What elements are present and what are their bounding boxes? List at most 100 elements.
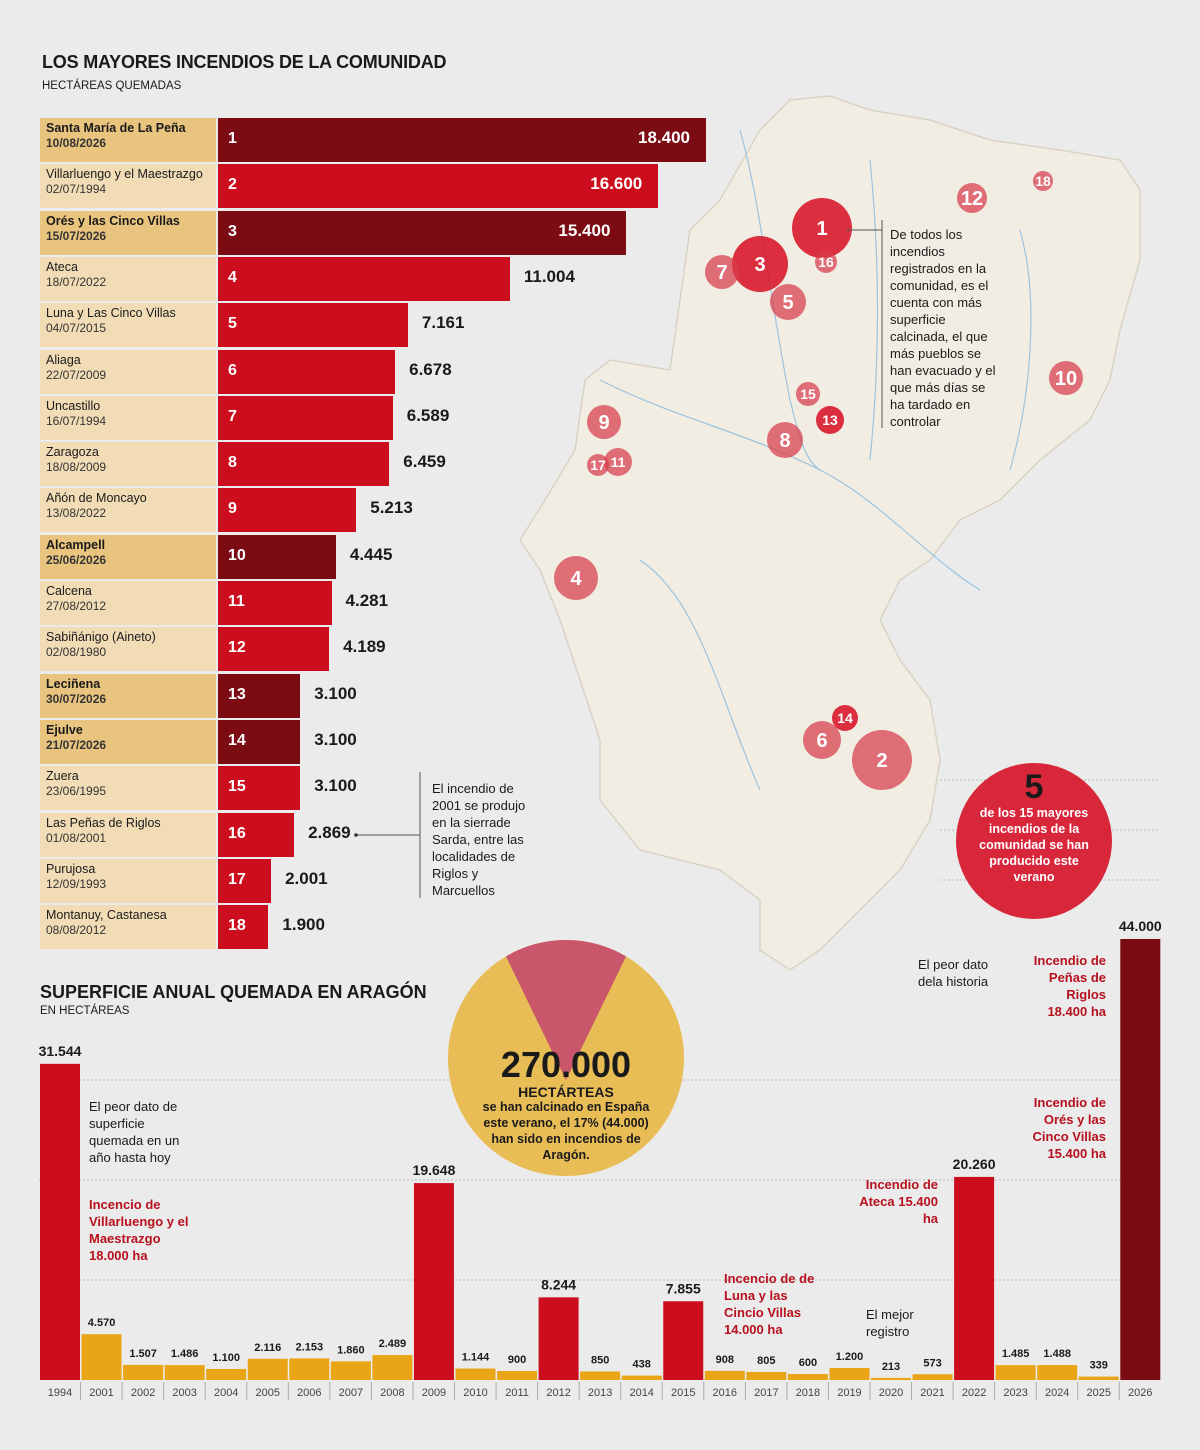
fire-label-cell: Las Peñas de Riglos 01/08/2001 [40,812,216,857]
fire-value: 4.445 [349,544,393,564]
fire-value: 3.100 [314,683,357,703]
fire-place: Sabiñánigo (Aineto) [46,630,156,645]
note-fire-2015: Incencio de de Luna y las Cincio Villas … [724,1271,815,1337]
map-marker [803,721,841,759]
fire-place: Leciñena [46,676,101,691]
annual-year-tick: 1994 [48,1387,72,1399]
fire-rank: 16 [228,824,246,842]
annual-bar [164,1365,205,1380]
fire-label-cell: Orés y las Cinco Villas 15/07/2026 [40,210,216,255]
fire-date: 12/09/1993 [46,876,107,891]
stat-text: de los 15 mayores incendios de la comuni… [979,806,1089,884]
fire-label-cell: Ateca 18/07/2022 [40,256,216,301]
fire-bar: 6 [218,349,396,394]
annual-value-label: 600 [799,1357,817,1369]
fire-date: 30/07/2026 [46,691,107,706]
map-marker [554,556,598,600]
fire-place: Luna y Las Cinco Villas [46,306,176,321]
fire-date: 10/08/2026 [46,136,107,150]
map-marker-label: 18 [1035,173,1051,189]
annual-value-label: 1.860 [337,1344,365,1356]
fire-date: 16/07/1994 [46,413,107,428]
annual-year-tick: 2024 [1045,1387,1069,1399]
annual-year-tick: 2006 [297,1387,321,1399]
note-fire-2022: Incendio de Ateca 15.400 ha [859,1177,938,1226]
annual-bar [413,1183,454,1380]
annual-year-tick: 2008 [380,1387,404,1399]
fire-value: 11.004 [523,266,575,286]
annual-value-label: 908 [716,1354,734,1366]
fire-rank: 10 [228,546,246,564]
fire-bar: 16 [218,812,295,857]
summer-stat-circle: 5 de los 15 mayores incendios de la comu… [956,763,1112,919]
fire-row: Luna y Las Cinco Villas 04/07/2015 7.161 5 [40,303,720,348]
annual-year-tick: 2003 [172,1387,196,1399]
fire-place: Añón de Moncayo [46,491,147,506]
fire-bar: 18 [218,905,269,950]
top-chart-title: LOS MAYORES INCENDIOS DE LA COMUNIDAD [42,52,447,72]
map-marker [604,448,632,476]
annual-year-tick: 2010 [463,1387,487,1399]
fire-date: 25/06/2026 [46,552,107,567]
map-marker-label: 13 [822,412,838,428]
map-marker-label: 3 [754,254,765,276]
annual-value-label: 1.486 [171,1348,199,1360]
annual-bar [247,1358,288,1380]
annual-bar [580,1371,621,1380]
annual-value-label: 573 [923,1357,941,1369]
fire-date: 01/08/2001 [46,830,107,845]
annual-year-tick: 2026 [1128,1387,1152,1399]
annual-bar [538,1297,579,1380]
fire-date: 23/06/1995 [46,784,107,799]
fire-label-cell: Aliaga 22/07/2009 [40,349,216,394]
map-marker-label: 5 [782,292,793,314]
fire-date: 15/07/2026 [46,228,107,243]
annual-bar [704,1370,745,1380]
annual-bar [455,1368,496,1380]
fire-rank: 18 [228,917,246,935]
fire-value: 3.100 [314,776,357,796]
fire-rank: 9 [228,500,237,518]
fire-label-cell: Zuera 23/06/1995 [40,766,216,811]
annual-bar [746,1371,787,1380]
map-marker [816,406,844,434]
fire-label-cell: Sabiñánigo (Aineto) 02/08/1980 [40,627,216,672]
map-marker [1033,171,1053,191]
map-marker [732,236,788,292]
fire-date: 02/07/1994 [46,182,107,197]
fire-label-cell: Luna y Las Cinco Villas 04/07/2015 [40,303,216,348]
annual-value-label: 438 [633,1359,651,1371]
note-worst-1994: El peor dato de superficie quemada en un… [89,1099,180,1165]
fire-place: Ateca [46,259,78,274]
map-marker-label: 9 [598,412,609,434]
aragon-outline [519,95,1141,971]
fire-place: Aliaga [46,352,81,367]
fire-label-cell: Uncastillo 16/07/1994 [40,395,216,440]
annual-bar [330,1361,371,1380]
fire-bar: 14 [218,719,301,764]
annual-year-tick: 2009 [422,1387,446,1399]
annual-bar [1078,1376,1119,1380]
fire-row: Ejulve 21/07/2026 3.100 14 [40,719,720,764]
fire-value: 6.459 [403,452,446,472]
fire-rank: 11 [228,593,245,610]
note-fire-2026-a: Incendio de Peñas de Riglos 18.400 ha [1033,953,1106,1019]
fire-bar: 3 15.400 [218,210,627,255]
fire-date: 21/07/2026 [46,737,107,752]
annual-value-label: 2.116 [254,1342,281,1354]
annual-year-tick: 2020 [879,1387,903,1399]
fire-value: 15.400 [558,220,611,240]
annual-value-label: 7.855 [666,1280,701,1296]
annual-value-label: 8.244 [541,1276,576,1292]
pie-description: se han calcinado en España este verano, … [482,1100,650,1162]
annual-value-label: 1.485 [1002,1348,1030,1360]
fire-place: Las Peñas de Riglos [46,815,161,830]
annual-value-label: 1.144 [462,1352,490,1364]
annual-bar [621,1375,662,1380]
map-marker [792,198,852,258]
note-fire-1994: Incencio de Villarluengo y el Maestrazgo… [89,1197,189,1263]
annual-year-tick: 2019 [837,1387,861,1399]
